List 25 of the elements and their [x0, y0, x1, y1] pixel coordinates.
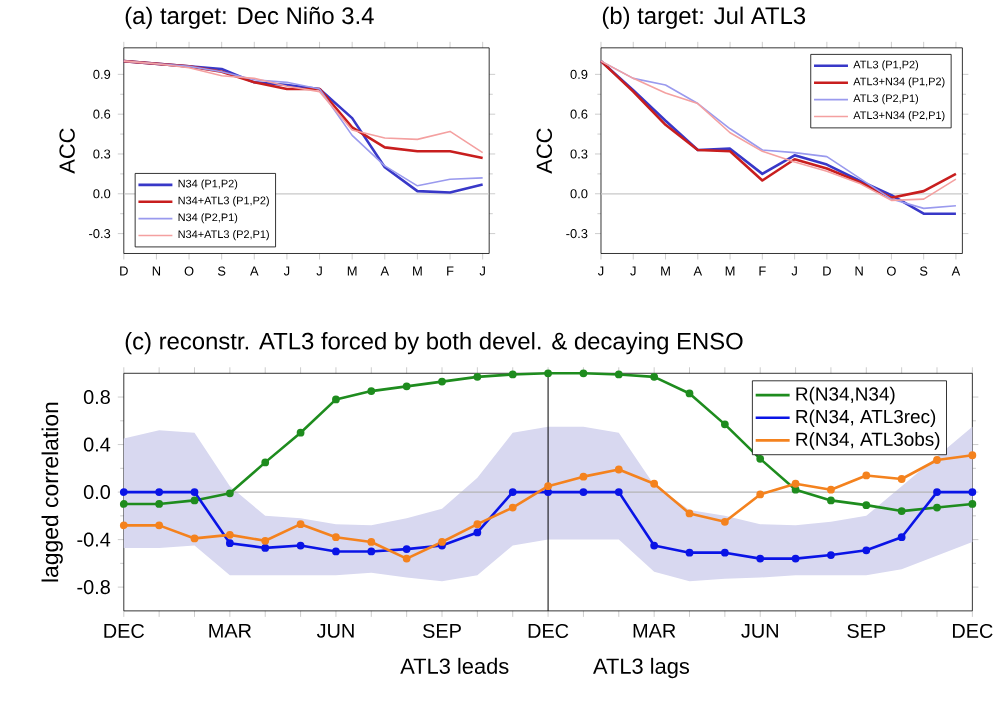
y-axis-title: ACC — [536, 128, 553, 174]
y-tick-label: 0.8 — [83, 389, 110, 404]
chart-title: (c) reconstr. ATL3 forced by both devel. & decaying ENSO — [125, 331, 743, 354]
y-tick-label: 0.4 — [83, 437, 111, 452]
legend-label: R(N34, ATL3obs) — [796, 431, 940, 450]
x-tick-label: SEP — [847, 623, 886, 638]
y-tick-label: -0.8 — [77, 579, 110, 594]
x-tick-label: DEC — [104, 623, 145, 638]
y-axis-title: lagged correlation — [41, 402, 63, 582]
legend-label: R(N34, ATL3rec) — [796, 409, 936, 427]
y-tick-label: -0.4 — [77, 532, 111, 547]
x-tick-label: SEP — [423, 623, 461, 638]
y-axis-title: ACC — [59, 128, 75, 174]
chart-title: (b) target: Jul ATL3 — [602, 6, 806, 29]
x-tick-label: MAR — [209, 623, 252, 638]
x-tick-label: DEC — [952, 623, 993, 638]
x-tick-label: JUN — [316, 623, 354, 638]
text: ATL3 lags — [593, 657, 690, 678]
legend-label: R(N34,N34) — [796, 386, 895, 405]
x-tick-label: JUN — [741, 623, 778, 638]
x-tick-label: DEC — [528, 623, 569, 638]
y-tick-label: 0.0 — [83, 484, 111, 499]
x-tick-label: MAR — [633, 623, 676, 638]
text: ATL3 leads — [400, 657, 509, 674]
chart-title: (a) target: Dec Niño 3.4 — [125, 6, 374, 29]
